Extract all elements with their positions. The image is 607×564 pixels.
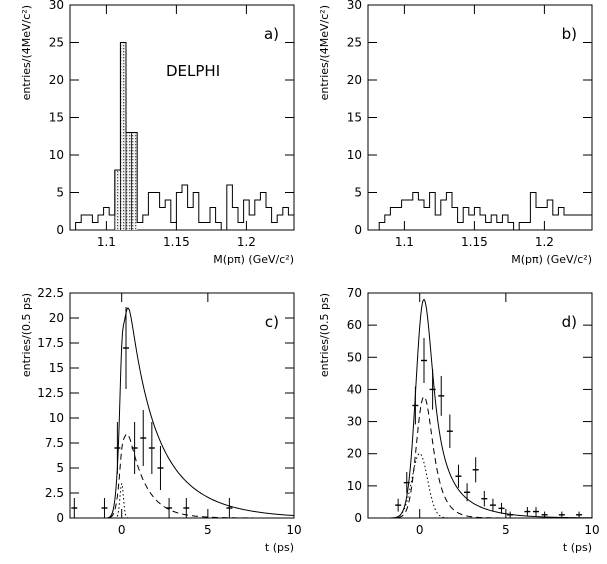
plot-frame bbox=[367, 4, 593, 231]
delphi-annotation: DELPHI bbox=[166, 62, 220, 80]
fit-dotted-curve bbox=[368, 452, 592, 519]
y-tick-label: 15 bbox=[347, 111, 362, 125]
y-tick-label: 50 bbox=[347, 350, 362, 364]
fit-dashed-curve bbox=[70, 433, 294, 519]
y-tick-label: 60 bbox=[347, 318, 362, 332]
y-tick-label: 0 bbox=[354, 223, 362, 237]
y-tick-label: 5 bbox=[56, 186, 64, 200]
y-axis-label: entries/(4MeV/c²) bbox=[20, 5, 33, 100]
y-tick-label: 7.5 bbox=[45, 436, 64, 450]
x-axis-label: t (ps) bbox=[563, 541, 592, 554]
y-axis-label: entries/(4MeV/c²) bbox=[318, 5, 331, 100]
y-tick-label: 20 bbox=[347, 73, 362, 87]
y-tick-label: 25 bbox=[49, 36, 64, 50]
y-tick-label: 20 bbox=[49, 311, 64, 325]
y-tick-label: 70 bbox=[347, 286, 362, 300]
y-tick-label: 25 bbox=[347, 36, 362, 50]
x-tick-label: 0 bbox=[416, 523, 424, 537]
y-tick-label: 30 bbox=[49, 0, 64, 12]
y-tick-label: 10 bbox=[49, 148, 64, 162]
histogram-steps bbox=[368, 192, 592, 231]
y-tick-label: 40 bbox=[347, 382, 362, 396]
shaded-bin bbox=[131, 132, 138, 230]
x-tick-label: 10 bbox=[286, 523, 301, 537]
y-tick-label: 0 bbox=[354, 511, 362, 525]
x-tick-label: 1.15 bbox=[163, 235, 190, 249]
y-tick-label: 0 bbox=[56, 511, 64, 525]
x-tick-label: 1.1 bbox=[97, 235, 116, 249]
panel-2: 0 5 10 15 20 25 30 1.1 1.15 1.2 M(pπ) (GeV/c²) entr… bbox=[318, 0, 593, 266]
fit-dashed-curve bbox=[368, 396, 592, 519]
panel-label: d) bbox=[562, 313, 577, 331]
panel-label: a) bbox=[264, 25, 279, 43]
plot-frame bbox=[367, 292, 593, 519]
x-axis-label: M(pπ) (GeV/c²) bbox=[213, 253, 294, 266]
x-tick-label: 10 bbox=[584, 523, 599, 537]
y-tick-label: 30 bbox=[347, 0, 362, 12]
plot-frame bbox=[69, 292, 295, 519]
y-tick-label: 10 bbox=[49, 411, 64, 425]
y-tick-label: 17.5 bbox=[37, 336, 64, 350]
fit-dotted-curve bbox=[70, 483, 294, 519]
x-tick-label: 5 bbox=[502, 523, 510, 537]
histogram-steps bbox=[70, 42, 294, 231]
x-axis-label: t (ps) bbox=[265, 541, 294, 554]
y-tick-label: 15 bbox=[49, 361, 64, 375]
y-tick-label: 22.5 bbox=[37, 286, 64, 300]
y-tick-label: 10 bbox=[347, 148, 362, 162]
x-tick-label: 1.2 bbox=[535, 235, 554, 249]
y-tick-label: 5 bbox=[56, 461, 64, 475]
x-tick-label: 5 bbox=[204, 523, 212, 537]
panel-1: 0 5 10 15 20 25 30 1.1 1.15 1.2 M(pπ) (GeV/c²) entr… bbox=[20, 0, 295, 266]
x-axis-label: M(pπ) (GeV/c²) bbox=[511, 253, 592, 266]
panel-label: c) bbox=[265, 313, 279, 331]
y-tick-label: 2.5 bbox=[45, 486, 64, 500]
y-axis-label: entries/(0.5 ps) bbox=[20, 293, 33, 377]
panel-4: 0 10 20 30 40 50 60 70 0 5 10 t (ps) entries/(0.5 ps… bbox=[318, 286, 600, 554]
y-tick-label: 5 bbox=[354, 186, 362, 200]
x-tick-label: 1.15 bbox=[461, 235, 488, 249]
y-tick-label: 15 bbox=[49, 111, 64, 125]
shaded-bin bbox=[126, 132, 132, 230]
y-axis-label: entries/(0.5 ps) bbox=[318, 293, 331, 377]
shaded-bin bbox=[114, 170, 121, 230]
y-tick-label: 20 bbox=[49, 73, 64, 87]
y-tick-label: 20 bbox=[347, 447, 362, 461]
panel-3: 0 2.5 5 7.5 10 12.5 15 17.5 20 22.5 0 5 10 t (ps) entr… bbox=[20, 286, 302, 554]
y-tick-label: 10 bbox=[347, 479, 362, 493]
y-tick-label: 0 bbox=[56, 223, 64, 237]
fit-total-curve bbox=[70, 307, 295, 519]
x-tick-label: 1.2 bbox=[237, 235, 256, 249]
y-tick-label: 30 bbox=[347, 415, 362, 429]
panel-label: b) bbox=[562, 25, 577, 43]
x-tick-label: 0 bbox=[118, 523, 126, 537]
shaded-bin bbox=[120, 42, 126, 230]
x-tick-label: 1.1 bbox=[395, 235, 414, 249]
fit-total-curve bbox=[368, 298, 593, 519]
y-tick-label: 12.5 bbox=[37, 386, 64, 400]
